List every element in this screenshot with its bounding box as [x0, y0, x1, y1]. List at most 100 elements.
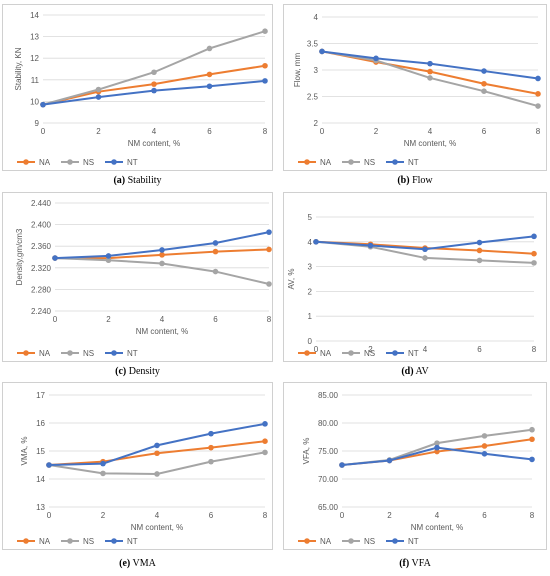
- legend-marker-nt: [111, 350, 117, 356]
- legend-marker-nt: [111, 159, 117, 165]
- y-tick-label: 3: [308, 263, 313, 272]
- data-point-nt: [373, 55, 379, 62]
- data-point-nt: [208, 430, 214, 437]
- data-point-nt: [529, 456, 535, 463]
- x-tick-label: 4: [152, 127, 157, 136]
- legend-marker-ns: [348, 538, 354, 544]
- y-tick-label: 0: [308, 337, 313, 346]
- y-tick-label: 2.440: [31, 199, 52, 208]
- chart-panel-flow: 2 2.5 3 3.5 4 0 2 4 6 8 Flow, mm NM content, % NA NS N…: [283, 4, 547, 171]
- data-point-ns: [100, 470, 106, 477]
- x-tick-label: 6: [477, 345, 482, 354]
- x-tick-label: 6: [213, 315, 218, 324]
- x-tick-label: 0: [41, 127, 46, 136]
- legend-label-nt: NT: [408, 537, 419, 546]
- chart-vfa: 65.00 70.00 75.00 80.00 85.00 0 2 4 6 8 VFA, % NM c…: [298, 391, 535, 546]
- legend-marker-nt: [392, 159, 398, 165]
- caption-vfa: (f) VFA: [399, 558, 431, 569]
- legend-marker-ns: [348, 350, 354, 356]
- data-point-nt: [159, 247, 165, 253]
- data-point-na: [476, 247, 483, 254]
- data-point-nt: [262, 78, 268, 84]
- legend-marker-ns: [67, 159, 73, 165]
- x-tick-label: 4: [155, 511, 160, 520]
- legend-label-ns: NS: [364, 349, 375, 358]
- legend-marker-ns: [67, 538, 73, 544]
- y-tick-label: 2: [314, 119, 319, 128]
- chart-panel-density: 2.240 2.280 2.320 2.360 2.400 2.440 0 2 4 6 8 Densi…: [2, 192, 273, 362]
- series-line-ns: [42, 30, 266, 106]
- y-tick-label: 14: [30, 11, 39, 20]
- chart-stability: 9 10 11 12 13 14 0 2 4 6 8 Stability, KN NM content,…: [14, 11, 268, 167]
- data-point-ns: [262, 28, 268, 34]
- data-point-na: [481, 443, 488, 449]
- x-tick-label: 4: [428, 127, 433, 136]
- data-point-nt: [434, 444, 440, 451]
- data-point-nt: [52, 255, 58, 261]
- legend-label-na: NA: [320, 349, 332, 358]
- data-point-na: [208, 444, 214, 451]
- legend-marker-na: [304, 350, 310, 356]
- y-tick-label: 5: [308, 213, 313, 222]
- data-point-ns: [529, 426, 535, 433]
- caption-density: (c) Density: [115, 366, 160, 377]
- data-point-ns: [208, 458, 214, 465]
- chart-panel-av: 0 1 2 3 4 5 0 2 4 6 8 AV, % NA NS NT: [283, 192, 547, 362]
- y-tick-label: 3: [314, 66, 319, 75]
- y-tick-label: 4: [314, 13, 319, 22]
- y-tick-label: 17: [36, 391, 45, 400]
- data-point-na: [529, 436, 535, 443]
- y-axis-label: Stability, KN: [14, 47, 23, 90]
- legend-label-na: NA: [39, 537, 51, 546]
- x-axis-label: NM content, %: [404, 139, 456, 148]
- y-tick-label: 2.5: [307, 93, 319, 102]
- data-point-ns: [151, 69, 157, 76]
- x-tick-label: 0: [314, 345, 319, 354]
- data-point-na: [266, 246, 272, 253]
- data-point-nt: [386, 457, 393, 464]
- x-axis-label: NM content, %: [131, 523, 183, 532]
- x-axis-label: NM content, %: [136, 327, 188, 336]
- data-point-nt: [319, 48, 325, 55]
- x-tick-label: 8: [530, 511, 535, 520]
- legend-marker-na: [304, 538, 310, 544]
- y-tick-label: 2.400: [31, 221, 52, 230]
- legend-marker-na: [23, 159, 29, 165]
- data-point-na: [531, 250, 537, 257]
- y-axis-label: Density,gm/cm3: [15, 228, 24, 285]
- y-tick-label: 2.360: [31, 242, 52, 251]
- legend-label-ns: NS: [83, 537, 94, 546]
- legend-label-na: NA: [39, 158, 51, 167]
- legend-label-nt: NT: [127, 158, 138, 167]
- y-tick-label: 14: [36, 475, 45, 484]
- data-point-ns: [481, 88, 487, 94]
- x-tick-label: 4: [435, 511, 440, 520]
- y-tick-label: 2.280: [31, 285, 52, 294]
- x-tick-label: 0: [47, 511, 52, 520]
- legend-label-ns: NS: [364, 158, 375, 167]
- y-tick-label: 16: [36, 419, 45, 428]
- data-point-ns: [95, 86, 102, 93]
- data-point-nt: [46, 462, 52, 468]
- data-point-na: [262, 438, 268, 444]
- legend-label-ns: NS: [83, 158, 94, 167]
- data-point-nt: [262, 421, 268, 427]
- data-point-nt: [313, 239, 319, 245]
- y-tick-label: 70.00: [318, 475, 339, 484]
- x-tick-label: 2: [96, 127, 101, 136]
- legend-marker-na: [23, 350, 29, 356]
- data-point-ns: [154, 471, 160, 477]
- y-tick-label: 2.240: [31, 307, 52, 316]
- data-point-nt: [266, 229, 272, 235]
- y-tick-label: 1: [308, 312, 313, 321]
- y-tick-label: 13: [36, 503, 45, 512]
- caption-stability: (a) Stability: [113, 175, 162, 186]
- data-point-na: [434, 448, 440, 455]
- chart-vma: 13 14 15 16 17 0 2 4 6 8 VMA, % NM content, % NA NS NT: [17, 391, 268, 546]
- legend-marker-na: [23, 538, 29, 544]
- data-point-na: [535, 91, 541, 97]
- data-point-nt: [481, 68, 487, 74]
- x-tick-label: 6: [482, 511, 487, 520]
- y-tick-label: 80.00: [318, 419, 339, 428]
